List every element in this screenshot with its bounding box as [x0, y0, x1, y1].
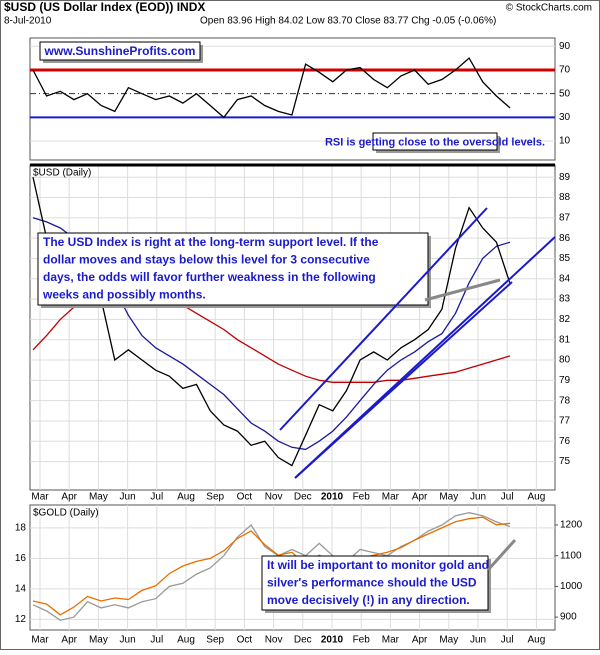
x-tick-label: Apr [61, 635, 77, 646]
y-tick-label: 83 [559, 294, 571, 305]
y-tick-label: 75 [559, 456, 571, 467]
x-tick-label: Dec [294, 492, 312, 503]
note-box [261, 555, 489, 611]
panels: 10 30 50 70 90 www.SunshineProfits.com RSI is … [15, 37, 583, 646]
symbol: $USD (US Dollar Index (EOD)) INDX [4, 0, 205, 14]
x-tick-label: Aug [528, 635, 546, 646]
x-tick-label: Nov [265, 635, 283, 646]
annotation: silver's performance should the USD [267, 576, 477, 590]
panel [29, 164, 556, 491]
y-tick-label: 88 [559, 192, 571, 203]
panel-title: $GOLD (Daily) [33, 508, 99, 519]
y-tick-label: 84 [559, 273, 571, 284]
x-tick-label: Apr [412, 492, 428, 503]
x-tick-label: Jun [120, 492, 136, 503]
y-tick-label: 89 [559, 172, 571, 183]
x-tick-label: Aug [177, 635, 195, 646]
note-box [39, 41, 201, 61]
y-tick-label: 10 [559, 136, 571, 147]
y2-tick-label: 1200 [560, 520, 583, 531]
series-line [32, 177, 511, 467]
y-tick-label: 12 [15, 614, 27, 625]
x-tick-label: Nov [265, 492, 283, 503]
x-tick-label: 2010 [321, 492, 344, 503]
x-tick-label: Feb [353, 492, 371, 503]
support-line [294, 236, 556, 479]
y-tick-label: 81 [559, 334, 571, 345]
y-tick-label: 14 [15, 583, 27, 594]
x-tick-label: Aug [528, 492, 546, 503]
annotation: RSI is getting close to the oversold lev… [325, 136, 545, 148]
series-line [32, 516, 511, 616]
x-tick-label: May [89, 492, 108, 503]
annotation: weeks and possibly months. [42, 288, 206, 302]
x-tick-label: Sep [206, 635, 224, 646]
x-tick-label: Jun [470, 635, 486, 646]
y-tick-label: 80 [559, 355, 571, 366]
y-tick-label: 70 [559, 65, 571, 76]
y-tick-label: 77 [559, 416, 571, 427]
x-tick-label: Aug [177, 492, 195, 503]
y2-tick-label: 1100 [560, 550, 582, 561]
x-tick-label: Oct [237, 492, 253, 503]
annotation: days, the odds will favor further weakne… [43, 270, 376, 284]
annotation: It will be important to monitor gold and [267, 558, 489, 572]
x-tick-label: May [89, 635, 108, 646]
x-tick-label: Mar [382, 492, 400, 503]
note-box [37, 232, 429, 306]
y-tick-label: 87 [559, 212, 571, 223]
x-tick-label: Jul [150, 635, 163, 646]
x-tick-label: Apr [61, 492, 77, 503]
date: 8-Jul-2010 [4, 16, 52, 27]
x-tick-label: Mar [31, 635, 49, 646]
x-tick-label: Jun [120, 635, 136, 646]
x-tick-label: Apr [412, 635, 428, 646]
x-tick-label: Oct [237, 635, 253, 646]
series-line [32, 512, 511, 621]
source: © StockCharts.com [506, 3, 592, 14]
annotation: move decisively (!) in any direction. [267, 593, 470, 607]
x-tick-label: Dec [294, 635, 312, 646]
y-tick-label: 90 [559, 41, 571, 52]
note-box [372, 132, 498, 151]
y-tick-label: 82 [559, 314, 571, 325]
y-tick-label: 76 [559, 436, 571, 447]
y-tick-label: 86 [559, 233, 571, 244]
x-tick-label: Mar [382, 635, 400, 646]
annotation: The USD Index is right at the long-term … [43, 235, 379, 249]
x-tick-label: Sep [206, 492, 224, 503]
y-tick-label: 79 [559, 375, 571, 386]
pointer [424, 278, 501, 302]
channel-line [279, 207, 488, 431]
y2-tick-label: 1000 [560, 581, 583, 592]
y-tick-label: 18 [15, 523, 27, 534]
panel-title: $USD (Daily) [33, 168, 91, 179]
y-tick-label: 85 [559, 253, 571, 264]
y-tick-label: 50 [559, 88, 571, 99]
quote: Open 83.96 High 84.02 Low 83.70 Close 83… [200, 16, 496, 27]
x-tick-label: Feb [353, 635, 371, 646]
x-tick-label: 2010 [321, 635, 344, 646]
y-tick-label: 78 [559, 395, 571, 406]
y2-tick-label: 900 [560, 612, 577, 623]
pointer [486, 538, 517, 572]
x-tick-label: Mar [31, 492, 49, 503]
x-tick-label: May [439, 492, 458, 503]
annotation: www.SunshineProfits.com [44, 44, 196, 58]
annotation: dollar moves and stays below this level … [43, 253, 370, 267]
x-tick-label: Jul [501, 635, 514, 646]
x-tick-label: Jun [470, 492, 486, 503]
x-tick-label: Jul [150, 492, 163, 503]
x-tick-label: Jul [501, 492, 514, 503]
x-tick-label: May [439, 635, 458, 646]
y-tick-label: 16 [15, 553, 27, 564]
overlays [279, 207, 556, 572]
series-line [32, 57, 511, 119]
y-tick-label: 30 [559, 112, 571, 123]
